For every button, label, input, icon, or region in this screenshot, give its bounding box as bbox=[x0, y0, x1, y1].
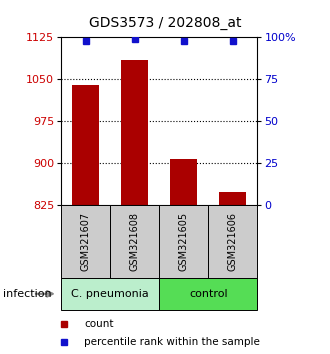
Text: C. pneumonia: C. pneumonia bbox=[71, 289, 149, 299]
Text: GSM321608: GSM321608 bbox=[130, 212, 140, 271]
Text: GSM321605: GSM321605 bbox=[179, 212, 189, 271]
Text: percentile rank within the sample: percentile rank within the sample bbox=[84, 337, 260, 347]
Bar bbox=[208, 205, 257, 278]
Bar bbox=[110, 205, 159, 278]
Text: infection: infection bbox=[3, 289, 52, 299]
Bar bbox=[121, 59, 148, 205]
Bar bbox=[61, 278, 159, 310]
Bar bbox=[159, 205, 208, 278]
Bar bbox=[72, 85, 99, 205]
Bar bbox=[159, 278, 257, 310]
Text: count: count bbox=[84, 319, 114, 329]
Text: GSM321606: GSM321606 bbox=[228, 212, 238, 271]
Text: control: control bbox=[189, 289, 228, 299]
Bar bbox=[219, 193, 247, 205]
Text: GDS3573 / 202808_at: GDS3573 / 202808_at bbox=[89, 16, 241, 30]
Text: GSM321607: GSM321607 bbox=[81, 212, 91, 271]
Bar bbox=[61, 205, 110, 278]
Bar bbox=[170, 159, 197, 205]
